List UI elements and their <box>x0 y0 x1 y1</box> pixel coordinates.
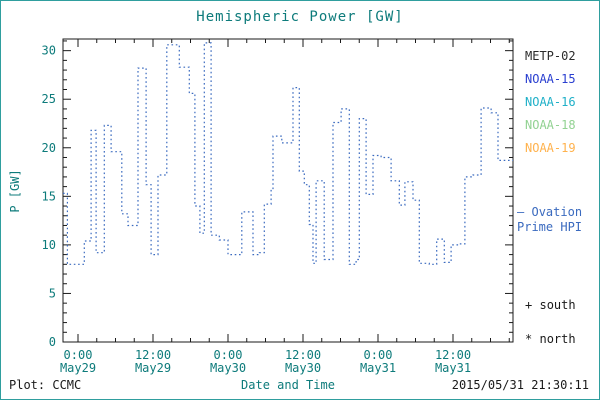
chart-title: Hemispheric Power [GW] <box>196 9 404 25</box>
legend-item-noaa19: NOAA-19 <box>525 141 576 155</box>
south-label: south <box>539 298 576 312</box>
satellite-legend: METP-02 NOAA-15 NOAA-16 NOAA-18 NOAA-19 <box>525 45 576 160</box>
plot-source-label: Plot: CCMC <box>9 378 82 392</box>
plus-marker-icon: + <box>525 298 533 312</box>
svg-text:25: 25 <box>42 92 56 106</box>
svg-text:12:00: 12:00 <box>285 348 321 362</box>
svg-text:5: 5 <box>49 286 56 300</box>
ovation-label-line2: Prime HPI <box>517 220 583 234</box>
svg-text:0:00: 0:00 <box>64 348 93 362</box>
legend-item-noaa15: NOAA-15 <box>525 72 576 86</box>
ovation-label-line1: Ovation <box>531 205 583 219</box>
svg-text:May29: May29 <box>135 361 171 375</box>
svg-text:12:00: 12:00 <box>435 348 471 362</box>
legend-item-noaa18: NOAA-18 <box>525 118 576 132</box>
svg-text:10: 10 <box>42 238 56 252</box>
south-marker-legend: + south <box>525 298 576 312</box>
svg-text:May31: May31 <box>435 361 471 375</box>
svg-text:May31: May31 <box>360 361 396 375</box>
svg-text:May30: May30 <box>210 361 246 375</box>
line-style-sample-icon: — <box>517 205 525 219</box>
asterisk-marker-icon: * <box>525 332 533 346</box>
svg-text:12:00: 12:00 <box>135 348 171 362</box>
legend-item-metp02: METP-02 <box>525 49 576 63</box>
north-marker-legend: * north <box>525 332 576 346</box>
north-label: north <box>539 332 576 346</box>
svg-text:30: 30 <box>42 44 56 58</box>
svg-text:May29: May29 <box>60 361 96 375</box>
ovation-line-legend: — Ovation Prime HPI <box>517 205 582 235</box>
svg-text:15: 15 <box>42 189 56 203</box>
svg-text:0:00: 0:00 <box>214 348 243 362</box>
svg-text:May30: May30 <box>285 361 321 375</box>
svg-text:20: 20 <box>42 141 56 155</box>
legend-item-noaa16: NOAA-16 <box>525 95 576 109</box>
x-axis-label: Date and Time <box>241 378 335 392</box>
svg-text:0:00: 0:00 <box>364 348 393 362</box>
timestamp-label: 2015/05/31 21:30:11 <box>451 378 589 392</box>
svg-text:0: 0 <box>49 335 56 349</box>
